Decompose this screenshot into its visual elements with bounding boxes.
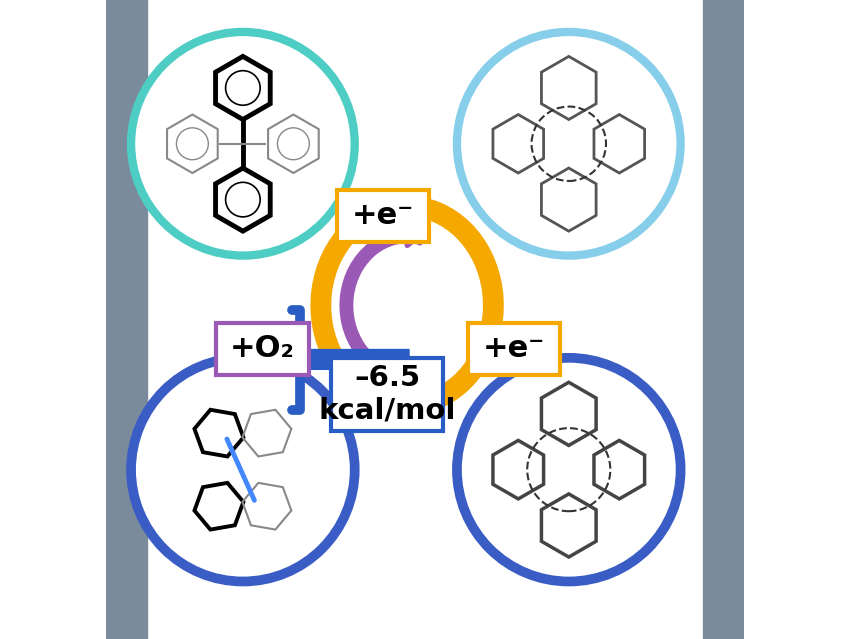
Ellipse shape [211,59,275,107]
Ellipse shape [178,409,225,447]
Ellipse shape [503,166,551,204]
Ellipse shape [150,446,214,494]
Ellipse shape [598,120,661,168]
Ellipse shape [476,446,540,494]
Ellipse shape [586,492,634,530]
Ellipse shape [211,181,275,229]
Ellipse shape [503,409,551,447]
Text: +O₂: +O₂ [230,334,295,364]
Text: +e⁻: +e⁻ [352,201,414,231]
Ellipse shape [537,181,601,229]
Ellipse shape [272,446,336,494]
Ellipse shape [586,166,634,204]
Ellipse shape [586,409,634,447]
Ellipse shape [503,83,551,121]
Ellipse shape [272,120,336,168]
Ellipse shape [537,506,601,554]
Ellipse shape [537,385,601,433]
FancyBboxPatch shape [331,358,443,431]
FancyBboxPatch shape [468,323,560,375]
Ellipse shape [211,506,275,554]
Ellipse shape [476,120,540,168]
Ellipse shape [178,492,225,530]
Circle shape [457,32,681,256]
Text: –6.5
kcal/mol: –6.5 kcal/mol [318,364,456,425]
Circle shape [131,32,354,256]
Ellipse shape [260,166,309,204]
Ellipse shape [503,492,551,530]
FancyBboxPatch shape [216,323,309,375]
Polygon shape [105,0,147,639]
Ellipse shape [150,120,214,168]
Ellipse shape [178,166,225,204]
Ellipse shape [260,409,309,447]
Polygon shape [294,343,409,377]
Ellipse shape [586,83,634,121]
Circle shape [131,358,354,581]
Text: +e⁻: +e⁻ [483,334,545,364]
Polygon shape [703,0,745,639]
Circle shape [457,358,681,581]
Ellipse shape [598,446,661,494]
Ellipse shape [537,59,601,107]
Ellipse shape [211,385,275,433]
Ellipse shape [260,83,309,121]
FancyBboxPatch shape [337,190,429,242]
Ellipse shape [178,83,225,121]
Ellipse shape [260,492,309,530]
